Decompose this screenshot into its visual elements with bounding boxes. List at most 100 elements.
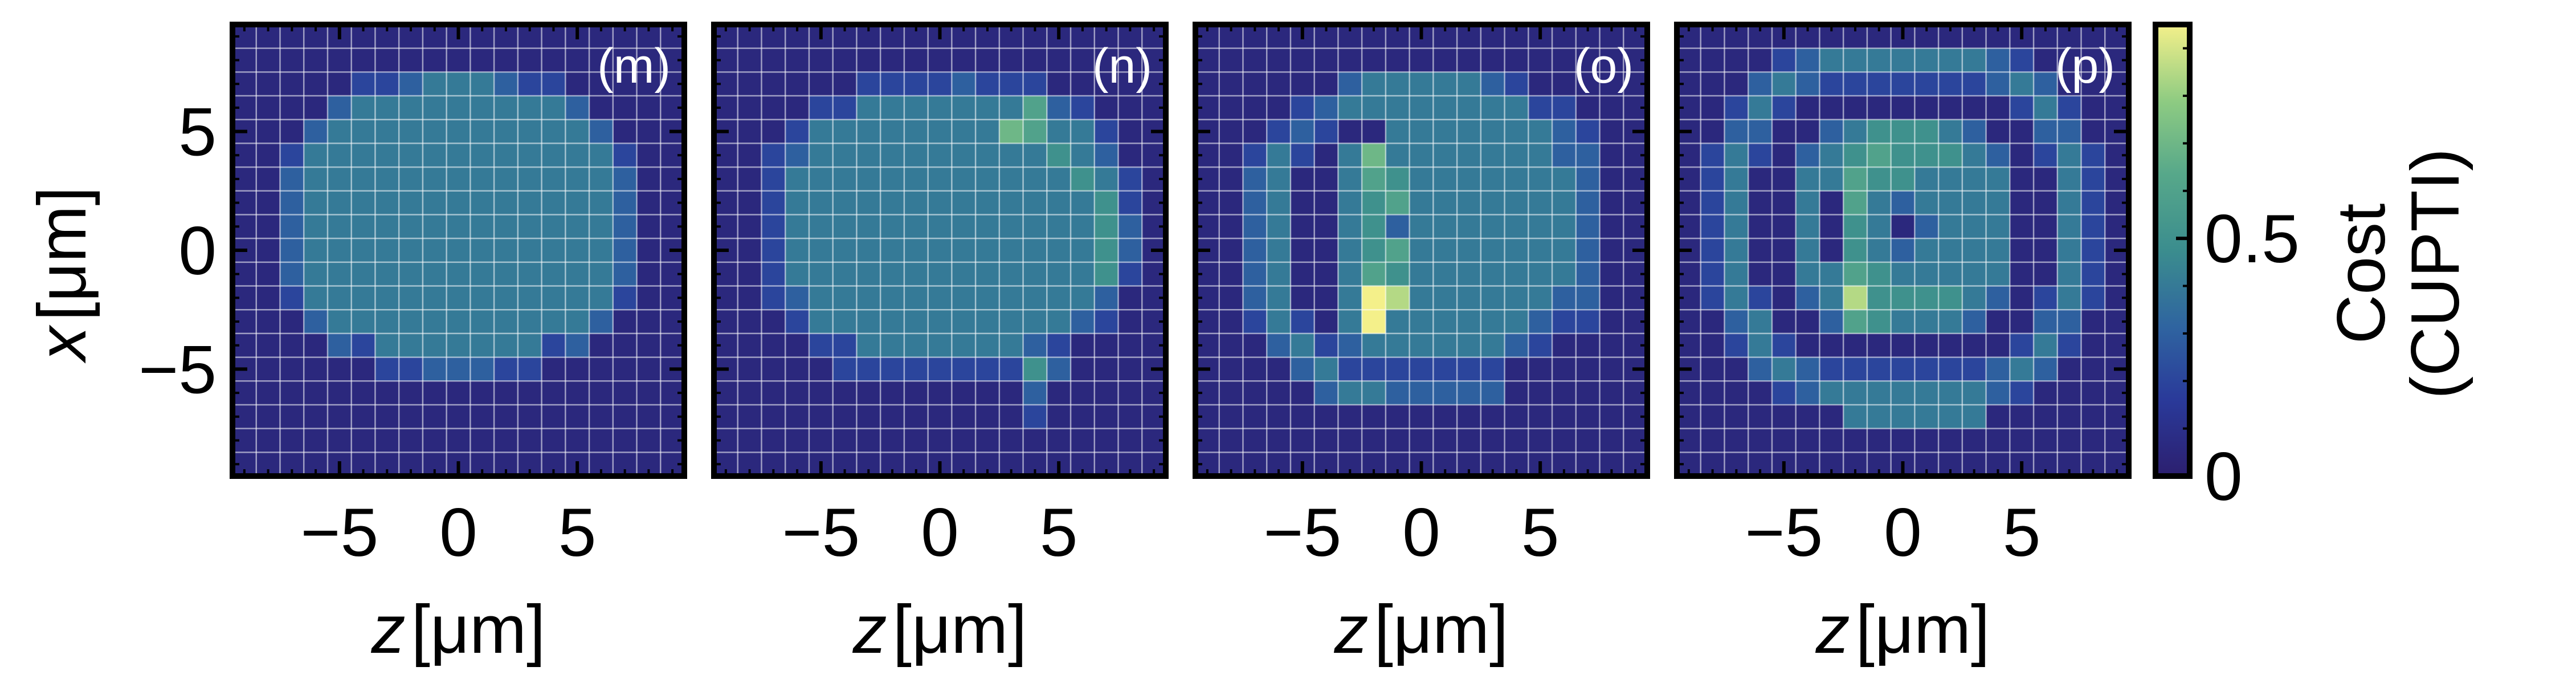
- heatmap-cell: [1843, 48, 1868, 72]
- heatmap-cell: [446, 333, 471, 358]
- heatmap-cell: [1938, 262, 1963, 287]
- heatmap-cell: [1552, 262, 1577, 287]
- heatmap-cell: [375, 143, 399, 168]
- heatmap-cell: [1385, 190, 1410, 215]
- heatmap-cell: [1118, 119, 1142, 144]
- heatmap-cell: [1771, 310, 1797, 334]
- heatmap-cell: [1094, 190, 1119, 215]
- heatmap-cell: [1480, 238, 1505, 263]
- heatmap-cell: [2081, 310, 2105, 334]
- heatmap-cell: [999, 48, 1024, 72]
- heatmap-cell: [1867, 214, 1892, 239]
- heatmap-cell: [1843, 167, 1868, 192]
- heatmap-cell: [256, 262, 280, 287]
- heatmap-cell: [1118, 72, 1142, 96]
- heatmap-cell: [1724, 428, 1749, 453]
- heatmap-cell: [2010, 214, 2034, 239]
- heatmap-cell: [1385, 72, 1410, 96]
- heatmap-cell: [1457, 404, 1481, 429]
- heatmap-cell: [1314, 357, 1338, 381]
- heatmap-cell: [1480, 357, 1505, 381]
- heatmap-cell: [1071, 72, 1095, 96]
- heatmap-cell: [1795, 96, 1820, 120]
- heatmap-cell: [1748, 286, 1773, 310]
- heatmap-cell: [494, 333, 519, 358]
- heatmap-cell: [470, 381, 495, 405]
- heatmap-cell: [1071, 167, 1095, 192]
- heatmap-cell: [1771, 381, 1797, 405]
- heatmap-cell: [1047, 428, 1071, 453]
- heatmap-cell: [613, 167, 638, 192]
- heatmap-cell: [809, 381, 834, 405]
- heatmap-cell: [737, 48, 762, 72]
- heatmap-cell: [494, 404, 519, 429]
- heatmap-cell: [280, 262, 304, 287]
- heatmap-cell: [1599, 214, 1624, 239]
- heatmap-cell: [304, 357, 328, 381]
- heatmap-cell: [1409, 119, 1434, 144]
- heatmap-cell: [1748, 48, 1773, 72]
- heatmap-cell: [880, 190, 905, 215]
- heatmap-cell: [880, 167, 905, 192]
- heatmap-cell: [1385, 143, 1410, 168]
- heatmap-cell: [1504, 381, 1529, 405]
- heatmap-cell: [1433, 357, 1458, 381]
- heatmap-cell: [809, 333, 834, 358]
- heatmap-cell: [975, 190, 1000, 215]
- heatmap-cell: [1962, 404, 1987, 429]
- heatmap-cell: [1480, 428, 1505, 453]
- panel-label: (m): [597, 39, 671, 94]
- heatmap-cell: [565, 214, 590, 239]
- heatmap-cell: [280, 167, 304, 192]
- panel-m: (m)−5 0 5z[μm]50−5: [138, 22, 687, 668]
- heatmap-cell: [1314, 167, 1338, 192]
- heatmap-cell: [1433, 404, 1458, 429]
- heatmap-cell: [327, 214, 352, 239]
- heatmap-cell: [1385, 381, 1410, 405]
- heatmap-cell: [952, 262, 976, 287]
- heatmap-cell: [761, 214, 786, 239]
- heatmap-cell: [809, 238, 834, 263]
- heatmap-cell: [785, 190, 810, 215]
- heatmap-cell: [1986, 286, 2010, 310]
- heatmap-cell: [1867, 428, 1892, 453]
- heatmap-cell: [1023, 238, 1047, 263]
- heatmap-cell: [975, 428, 1000, 453]
- heatmap-cell: [809, 72, 834, 96]
- heatmap-cell: [613, 72, 638, 96]
- heatmap-cell: [1771, 428, 1797, 453]
- heatmap-cell: [1118, 310, 1142, 334]
- heatmap-cell: [541, 286, 566, 310]
- heatmap-cell: [1700, 357, 1725, 381]
- heatmap-cell: [1094, 48, 1119, 72]
- heatmap-cell: [1724, 404, 1749, 429]
- heatmap-cell: [1267, 333, 1291, 358]
- heatmap-cell: [422, 238, 447, 263]
- heatmap-cell: [256, 119, 280, 144]
- heatmap-cell: [494, 72, 519, 96]
- heatmap-cell: [256, 96, 280, 120]
- heatmap-cell: [1819, 286, 1844, 310]
- heatmap-cell: [1267, 381, 1291, 405]
- heatmap-cell: [1552, 119, 1577, 144]
- heatmap-cell: [1047, 357, 1071, 381]
- heatmap-cell: [856, 357, 881, 381]
- heatmap-cell: [375, 286, 399, 310]
- heatmap-cell: [1385, 286, 1410, 310]
- heatmap-cell: [1962, 310, 1987, 334]
- x-axis-label: z[μm]: [371, 591, 546, 668]
- heatmap-cell: [1385, 404, 1410, 429]
- heatmap-cell: [2081, 381, 2105, 405]
- heatmap-cell: [375, 238, 399, 263]
- heatmap-cell: [1409, 310, 1434, 334]
- heatmap-cell: [541, 48, 566, 72]
- heatmap-cell: [399, 310, 423, 334]
- heatmap-cell: [589, 357, 614, 381]
- heatmap-cell: [1457, 357, 1481, 381]
- heatmap-cell: [1724, 286, 1749, 310]
- heatmap-cell: [928, 48, 952, 72]
- heatmap-cell: [1267, 143, 1291, 168]
- heatmap-cell: [1047, 214, 1071, 239]
- heatmap-cell: [1962, 167, 1987, 192]
- heatmap-cell: [1047, 96, 1071, 120]
